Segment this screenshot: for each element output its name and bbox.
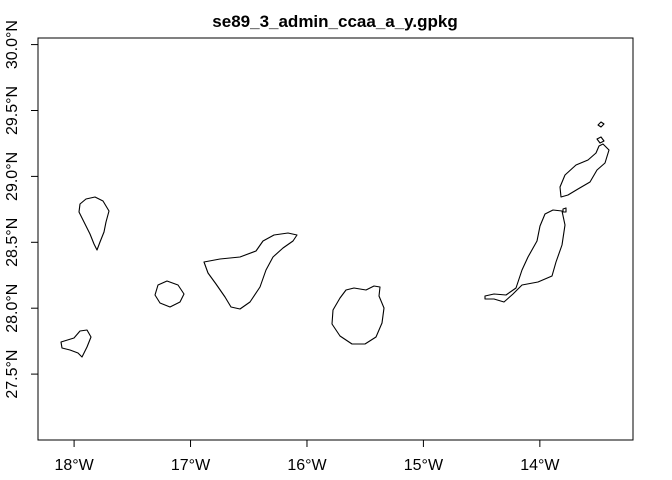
island-la-palma xyxy=(78,196,110,251)
map-title: se89_3_admin_ccaa_a_y.gpkg xyxy=(212,12,457,31)
plot-frame xyxy=(37,37,634,441)
x-tick-label: 17°W xyxy=(171,457,211,474)
islands xyxy=(60,121,610,358)
island-el-hierro xyxy=(60,329,92,358)
x-tick-label: 18°W xyxy=(54,457,94,474)
island-la-gomera xyxy=(154,280,185,308)
islet-alegranza xyxy=(597,121,605,128)
y-tick-label: 30.0°N xyxy=(4,20,21,69)
x-axis: 18°W 17°W 16°W 15°W 14°W xyxy=(54,440,560,474)
island-fuerteventura xyxy=(484,209,566,303)
islet-lobos xyxy=(562,207,567,213)
x-tick-label: 15°W xyxy=(404,457,444,474)
island-lanzarote xyxy=(559,143,610,198)
x-tick-label: 16°W xyxy=(287,457,327,474)
island-gran-canaria xyxy=(331,285,385,345)
island-tenerife xyxy=(203,232,298,310)
x-tick-label: 14°W xyxy=(520,457,560,474)
y-tick-label: 28.0°N xyxy=(4,284,21,333)
y-tick-label: 28.5°N xyxy=(4,218,21,267)
islet-la-graciosa xyxy=(596,136,605,144)
y-tick-label: 27.5°N xyxy=(4,350,21,399)
y-axis: 27.5°N 28.0°N 28.5°N 29.0°N 29.5°N 30.0°N xyxy=(4,20,38,399)
y-tick-label: 29.0°N xyxy=(4,152,21,201)
y-tick-label: 29.5°N xyxy=(4,86,21,135)
